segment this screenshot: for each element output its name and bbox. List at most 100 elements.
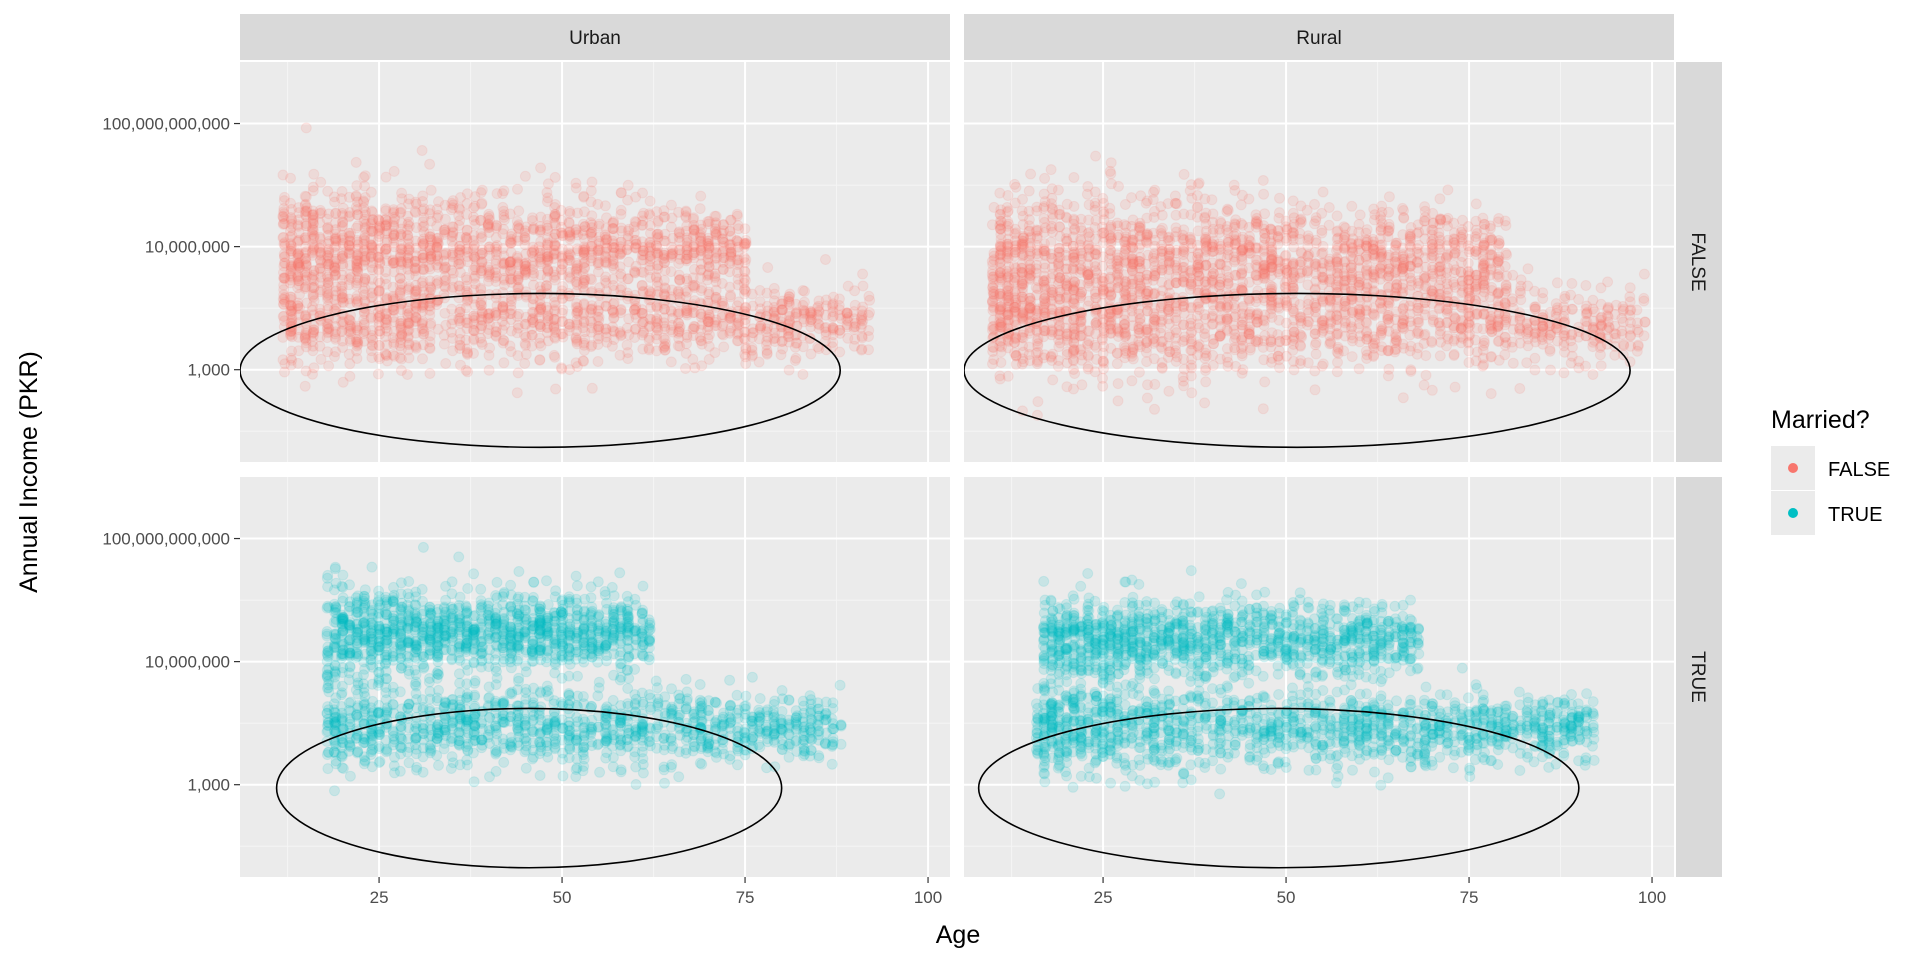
data-point	[447, 256, 459, 268]
data-point	[344, 248, 356, 260]
data-point	[1200, 376, 1212, 388]
data-point	[513, 205, 525, 217]
data-point	[1025, 168, 1037, 180]
data-point	[380, 219, 392, 231]
data-point	[733, 257, 745, 269]
data-point	[659, 211, 671, 223]
data-point	[511, 215, 523, 227]
data-point	[461, 208, 473, 220]
data-point	[658, 235, 670, 247]
data-point	[402, 256, 414, 268]
data-point	[511, 387, 523, 399]
data-point	[1624, 291, 1636, 303]
data-point	[600, 331, 612, 343]
data-point	[535, 211, 547, 223]
data-point	[388, 220, 400, 231]
data-point	[300, 234, 312, 246]
data-point	[549, 248, 561, 260]
data-point	[431, 278, 443, 290]
data-point	[681, 275, 693, 287]
data-point	[709, 242, 721, 254]
data-point	[526, 246, 538, 258]
data-point	[732, 220, 744, 231]
data-point	[586, 231, 598, 243]
data-point	[570, 227, 582, 238]
data-point	[695, 245, 707, 257]
data-point	[1017, 239, 1029, 251]
data-point	[571, 317, 583, 329]
data-point	[497, 243, 509, 254]
data-point	[813, 319, 825, 331]
data-point	[1434, 350, 1446, 362]
data-point	[549, 208, 561, 220]
data-point	[857, 268, 869, 280]
data-point	[1316, 224, 1328, 236]
data-point	[512, 258, 524, 270]
data-point	[995, 216, 1007, 227]
data-point	[665, 248, 677, 260]
data-point	[403, 244, 415, 256]
data-point	[776, 304, 788, 316]
data-point	[410, 222, 422, 234]
data-point	[1258, 188, 1270, 200]
data-point	[460, 243, 472, 255]
data-point	[278, 294, 290, 306]
data-point	[292, 269, 304, 281]
data-point	[571, 264, 583, 275]
data-point	[658, 257, 670, 269]
data-point	[586, 252, 597, 264]
data-point	[388, 230, 400, 242]
data-point	[336, 207, 348, 219]
data-point	[688, 212, 700, 224]
data-point	[278, 218, 289, 229]
data-point	[351, 345, 363, 357]
data-point	[615, 208, 627, 220]
data-point	[600, 257, 612, 269]
data-point	[600, 271, 612, 283]
data-point	[601, 234, 613, 246]
data-point	[286, 257, 298, 269]
data-point	[563, 271, 575, 283]
data-point	[431, 241, 443, 253]
data-point	[293, 279, 305, 291]
data-point	[1177, 249, 1189, 261]
data-point	[644, 253, 656, 265]
data-point	[651, 276, 663, 288]
data-point	[365, 332, 377, 344]
data-point	[570, 224, 582, 236]
data-point	[469, 264, 481, 276]
data-point	[307, 218, 319, 230]
data-point	[358, 233, 370, 245]
data-point	[519, 264, 531, 275]
data-point	[337, 220, 349, 232]
data-point	[586, 245, 598, 257]
data-point	[813, 295, 825, 307]
data-point	[615, 222, 627, 234]
data-point	[512, 257, 524, 269]
data-point	[372, 244, 384, 256]
data-point	[475, 214, 487, 226]
data-point	[702, 216, 714, 228]
data-point	[403, 281, 415, 292]
data-point	[695, 264, 707, 276]
data-point	[460, 317, 472, 329]
data-point	[856, 344, 867, 356]
data-point	[447, 230, 458, 242]
data-point	[278, 298, 290, 310]
data-point	[1462, 257, 1474, 269]
data-point	[504, 256, 516, 268]
data-point	[293, 257, 305, 269]
data-point	[277, 210, 289, 222]
data-point	[739, 283, 751, 295]
data-point	[1551, 277, 1563, 289]
data-point	[1274, 192, 1285, 204]
data-point	[637, 187, 648, 199]
data-point	[542, 222, 553, 234]
data-point	[1426, 384, 1438, 396]
data-point	[389, 213, 401, 225]
data-point	[468, 214, 480, 226]
data-point	[511, 252, 523, 264]
data-point	[394, 248, 406, 260]
data-point	[643, 344, 655, 356]
